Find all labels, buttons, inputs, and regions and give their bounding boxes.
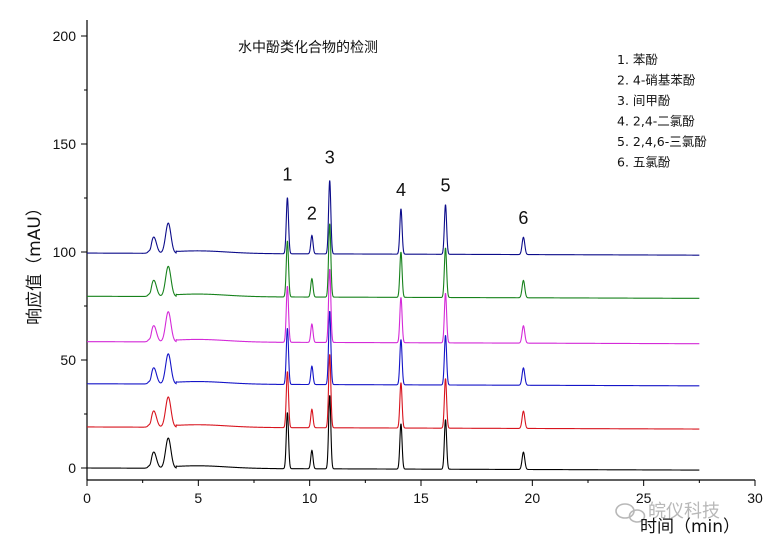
peak-label: 6 <box>518 208 528 228</box>
series-line-6 <box>87 180 700 256</box>
legend-entry: 6. 五氯酚 <box>617 155 671 170</box>
y-tick-label: 100 <box>53 244 77 260</box>
watermark-text: 皖仪科技 <box>648 501 720 522</box>
legend-entry: 1. 苯酚 <box>617 52 658 67</box>
x-tick-label: 5 <box>194 490 202 506</box>
legend-entry: 3. 间甲酚 <box>617 93 671 108</box>
series-line-4 <box>87 268 700 345</box>
legend-entry: 4. 2,4-二氯酚 <box>617 114 695 129</box>
x-tick-label: 0 <box>83 490 91 506</box>
peak-label: 2 <box>307 204 317 224</box>
peak-label: 3 <box>325 147 335 167</box>
y-tick-label: 0 <box>68 460 76 476</box>
x-tick-label: 25 <box>636 490 652 506</box>
watermark: 皖仪科技 <box>615 501 720 523</box>
legend: 1. 苯酚 2. 4-硝基苯酚 3. 间甲酚 4. 2,4-二氯酚 5. 2,4,6-三… <box>617 52 707 170</box>
y-tick-label: 200 <box>53 28 77 44</box>
legend-entry: 5. 2,4,6-三氯酚 <box>617 134 707 149</box>
y-tick-label: 150 <box>53 136 77 152</box>
wechat-icon <box>615 503 646 523</box>
y-axis-label: 响应值（mAU） <box>25 199 45 325</box>
peak-label: 5 <box>440 176 450 196</box>
x-axis-label: 时间（min） <box>640 517 740 537</box>
x-tick-label: 30 <box>747 490 763 506</box>
y-tick-label: 50 <box>60 352 76 368</box>
peak-label: 1 <box>282 165 292 185</box>
series-line-3 <box>87 311 700 387</box>
x-tick-label: 10 <box>302 490 318 506</box>
x-tick-label: 15 <box>413 490 429 506</box>
plot-area: 0 5 10 15 20 25 30 0 50 100 150 200 12 3 4 5 6 <box>53 20 763 506</box>
x-tick-label: 20 <box>525 490 541 506</box>
y-ticks: 0 50 100 150 200 <box>53 28 87 476</box>
legend-entry: 2. 4-硝基苯酚 <box>617 73 696 88</box>
series-group <box>87 180 700 471</box>
x-ticks: 0 5 10 15 20 25 30 <box>83 480 763 506</box>
series-line-2 <box>87 354 700 430</box>
peak-labels: 12 3 4 5 6 <box>282 147 528 227</box>
peak-label: 4 <box>396 180 406 200</box>
series-line-1 <box>87 395 700 471</box>
chart-title: 水中酚类化合物的检测 <box>238 40 378 56</box>
series-line-5 <box>87 223 700 299</box>
